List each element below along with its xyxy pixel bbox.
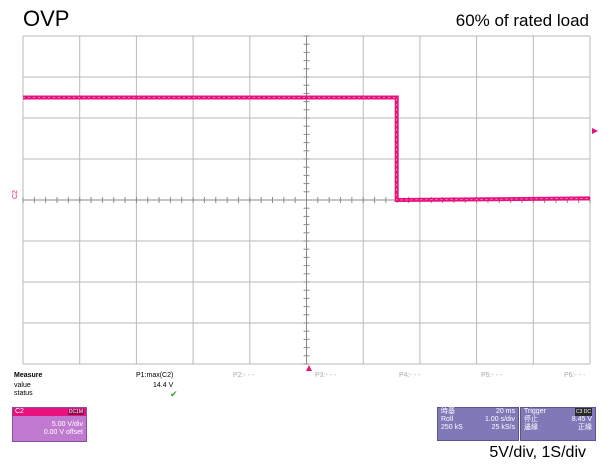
trigger-state: 停止 bbox=[524, 416, 538, 423]
channel-badge[interactable]: C2 DC1M 5.00 V/div 0.00 V offset bbox=[12, 407, 87, 442]
trigger-source-tag: C3 DC bbox=[574, 408, 592, 416]
trigger-position-marker bbox=[306, 365, 312, 371]
scope-trace-noise bbox=[23, 97, 591, 201]
timebase-mode: Roll bbox=[441, 416, 454, 423]
status-row-label: status bbox=[14, 390, 33, 397]
coupling-tag: DC1M bbox=[67, 409, 84, 415]
channel-offset: 0.00 V offset bbox=[43, 429, 83, 436]
gridlines bbox=[22, 35, 591, 365]
measure-param-6[interactable]: P6:- - - bbox=[564, 372, 586, 379]
value-row-label: value bbox=[14, 382, 31, 389]
trace-layer bbox=[23, 95, 591, 202]
timebase-value: 20 ms bbox=[495, 408, 515, 415]
timebase-title: 時基 bbox=[441, 408, 455, 415]
measure-value-1: 14.4 V bbox=[153, 382, 174, 389]
timebase-srate: 25 kS/s bbox=[491, 424, 515, 431]
scope-grid: C2 bbox=[12, 35, 598, 371]
timebase-samples: 250 kS bbox=[441, 424, 463, 431]
channel-marker: C2 bbox=[12, 190, 19, 199]
status-check-icon: ✔ bbox=[170, 389, 178, 399]
chart-title: OVP bbox=[23, 6, 70, 31]
trigger-coupling: 邊緣 bbox=[524, 424, 538, 431]
trigger-level: 8.45 V bbox=[571, 416, 592, 423]
measure-param-1[interactable]: P1:max(C2) bbox=[136, 372, 174, 379]
measure-table: Measure value status P1:max(C2) 14.4 V ✔… bbox=[14, 372, 613, 412]
trigger-level-marker bbox=[592, 128, 598, 134]
measure-param-5[interactable]: P5:- - - bbox=[481, 372, 503, 379]
channel-scale: 5.00 V/div bbox=[51, 421, 83, 428]
trigger-slope: 正緣 bbox=[578, 424, 592, 431]
measure-header: Measure bbox=[14, 372, 43, 379]
timebase-rate: 1.00 s/div bbox=[485, 416, 515, 423]
measure-param-4[interactable]: P4:- - - bbox=[399, 372, 421, 379]
trigger-title: Trigger bbox=[524, 408, 546, 415]
channel-name: C2 bbox=[15, 408, 24, 415]
timebase-box[interactable]: 時基 20 ms Roll 1.00 s/div 250 kS 25 kS/s bbox=[437, 407, 519, 441]
measure-param-3[interactable]: P3:- - - bbox=[315, 372, 337, 379]
scale-caption: 5V/div, 1S/div bbox=[489, 444, 586, 461]
trigger-box[interactable]: Trigger C3 DC 停止 8.45 V 邊緣 正緣 bbox=[520, 407, 596, 441]
measure-param-2[interactable]: P2:- - - bbox=[233, 372, 255, 379]
load-condition-label: 60% of rated load bbox=[455, 11, 589, 30]
